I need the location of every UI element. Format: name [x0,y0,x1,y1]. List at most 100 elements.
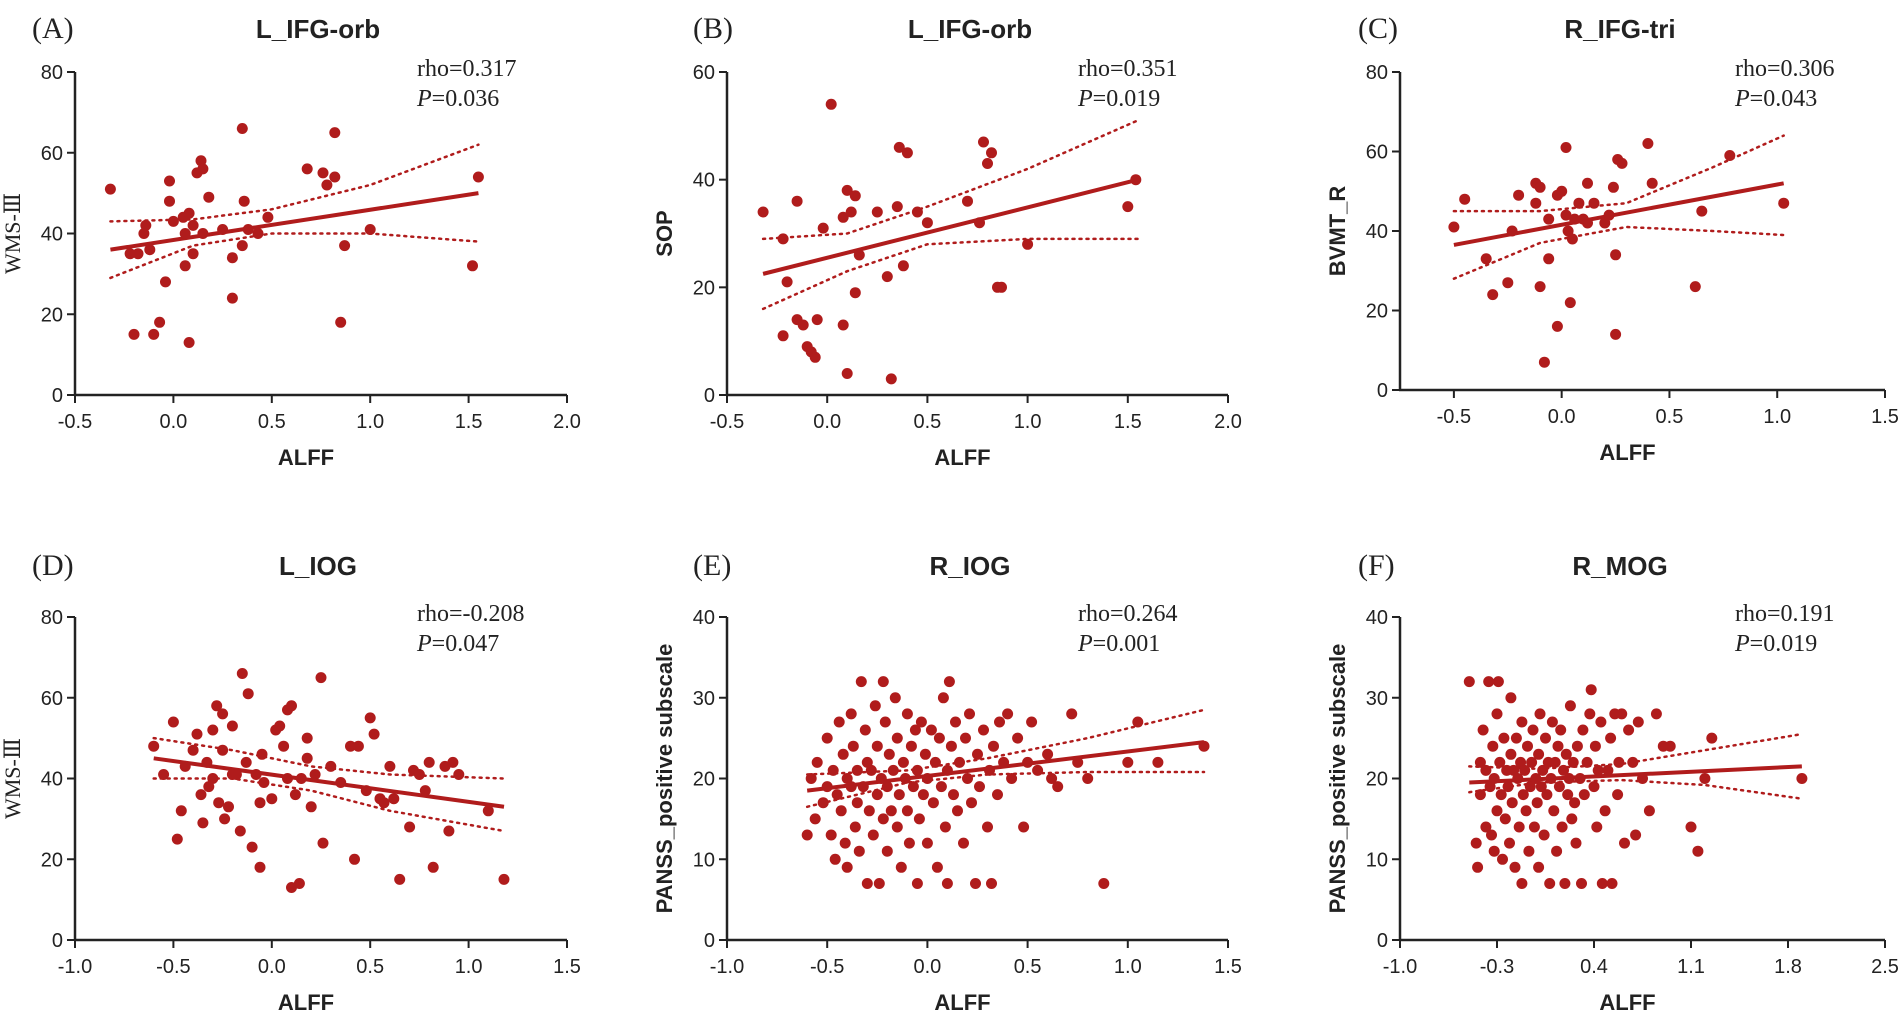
data-point [329,171,341,183]
data-point [1562,789,1574,801]
panel-letter: (A) [32,12,74,45]
data-point [996,281,1007,293]
data-point [419,785,431,797]
x-tick-label: 0.0 [913,956,941,978]
data-point [897,756,909,768]
data-point [1567,756,1579,768]
y-tick-label: 0 [704,385,715,407]
data-point [427,861,439,873]
data-point [1506,797,1518,809]
y-tick-label: 0 [1377,380,1388,402]
y-tick-label: 60 [1366,142,1388,164]
data-point [974,781,985,793]
data-point [891,732,903,744]
chart-title: R_IOG [930,551,1011,581]
data-point [301,732,313,744]
data-point [1692,845,1704,857]
p-value-stat: P=0.019 [1734,631,1817,657]
data-point [179,760,191,772]
data-point [223,801,234,813]
data-point [213,797,225,809]
data-point [929,756,941,768]
rho-stat: rho=-0.208 [417,601,525,627]
x-axis-title: ALFF [278,445,334,470]
data-point [837,319,849,331]
data-point [1022,238,1034,250]
data-point [811,756,823,768]
data-point [187,248,199,260]
data-point [1643,805,1655,817]
x-tick-label: -0.5 [710,411,744,433]
y-tick-label: 20 [693,277,715,299]
y-tick-label: 0 [52,385,63,407]
data-point [1502,277,1514,289]
data-point [1491,708,1503,720]
data-points [757,98,1142,385]
data-point [1603,209,1615,221]
data-point [242,224,254,235]
data-points [148,668,510,893]
data-point [1530,773,1542,784]
data-point [183,207,195,219]
data-point [195,789,207,801]
data-point [1098,878,1110,889]
chart-panel-d: (D) L_IOG rho=-0.208 P=0.047 0 20 40 60 80 -1.0 -0… [0,549,581,1015]
data-point [962,195,973,207]
y-tick-label: 60 [41,143,63,165]
data-point [1564,297,1576,309]
p-value: =0.001 [1093,631,1161,657]
data-point [360,785,372,797]
data-point [871,789,883,801]
data-point [1577,724,1589,736]
data-point [901,147,913,159]
data-point [1495,789,1507,801]
x-axis-title: ALFF [1599,990,1655,1015]
x-tick-label: -1.0 [58,956,92,978]
data-point [851,797,863,809]
x-tick-label: -1.0 [710,956,744,978]
data-point [1072,756,1084,768]
x-tick-label: 0.0 [258,956,286,978]
data-point [921,837,933,849]
data-point [871,206,883,218]
data-point [911,206,923,218]
data-point [777,330,789,342]
y-tick-label: 20 [1366,301,1388,323]
data-point [217,708,229,720]
chart-panel-f: (F) R_MOG rho=0.191 P=0.019 0 10 20 30 40 -1.0 -0.… [1325,549,1899,1015]
data-point [1632,716,1644,728]
data-point [1602,764,1614,776]
data-point [1585,684,1597,696]
p-symbol: P [416,631,432,657]
data-point [869,700,881,712]
data-point [937,692,949,704]
data-point [757,206,769,218]
data-point [827,764,839,776]
data-point [915,716,927,728]
data-point [217,224,229,235]
confidence-band-lower [1452,225,1785,280]
confidence-band-lower [1468,778,1804,800]
data-point [236,240,248,252]
data-point [1543,253,1555,265]
data-point [935,781,947,793]
p-value-stat: P=0.043 [1734,86,1817,112]
data-point [1505,692,1517,704]
data-point [1459,193,1471,205]
data-point [217,744,229,756]
data-point [1510,732,1522,744]
data-point [1534,281,1546,293]
data-point [1491,805,1503,817]
data-point [321,179,333,191]
data-point [821,732,833,744]
data-point [352,740,364,752]
data-point [226,252,238,264]
data-point [1599,805,1611,817]
data-point [384,760,396,772]
data-point [1642,138,1654,149]
data-point [825,98,837,110]
data-point [1480,764,1492,776]
data-point [964,708,975,720]
data-point [498,873,510,885]
data-point [958,837,969,849]
